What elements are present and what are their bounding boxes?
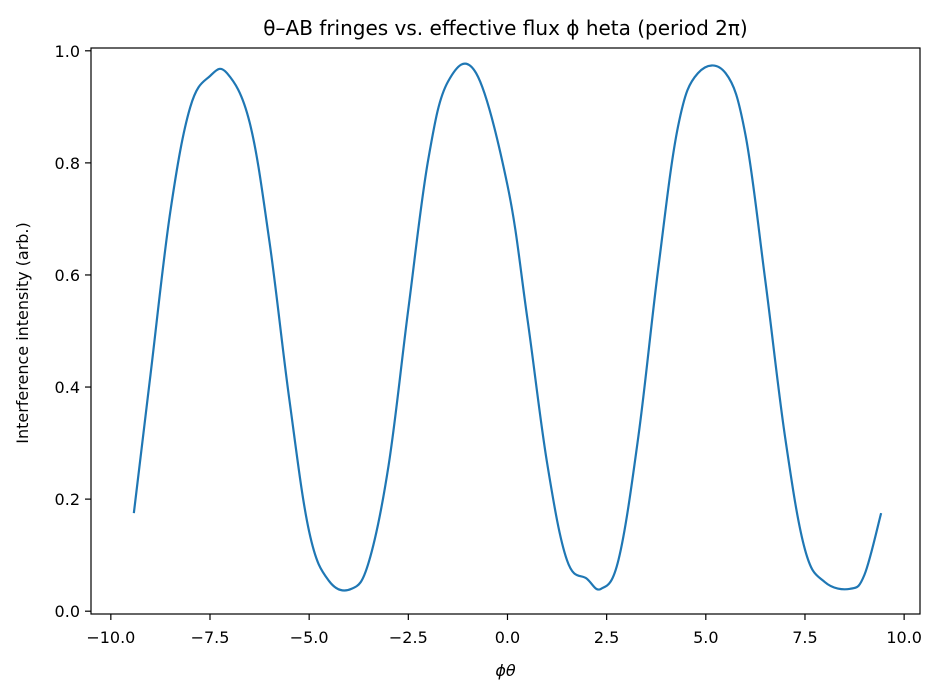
x-tick-label: −10.0 [86, 628, 135, 647]
x-tick-label: 10.0 [886, 628, 922, 647]
x-tick-label: −7.5 [191, 628, 230, 647]
chart-title: θ–AB fringes vs. effective flux ϕ heta (… [263, 16, 747, 40]
y-tick-label: 0.8 [55, 154, 80, 173]
x-tick-label: −5.0 [290, 628, 329, 647]
y-tick-label: 0.2 [55, 490, 80, 509]
y-axis-label: Interference intensity (arb.) [13, 222, 32, 444]
plot-area [91, 48, 920, 614]
x-tick-label: −2.5 [389, 628, 428, 647]
plot-frame [90, 47, 921, 615]
y-tick-label: 0.4 [55, 378, 80, 397]
x-tick-label: 5.0 [693, 628, 718, 647]
series-layer [132, 62, 883, 592]
x-tick-label: 7.5 [792, 628, 817, 647]
y-tick-label: 0.6 [55, 266, 80, 285]
x-tick-label: 0.0 [495, 628, 520, 647]
x-axis-ticks: −10.0 −7.5 −5.0 −2.5 0.0 2.5 5.0 7.5 10.0 [86, 614, 922, 647]
y-tick-label: 0.0 [55, 602, 80, 621]
x-tick-label: 2.5 [594, 628, 619, 647]
y-tick-label: 1.0 [55, 42, 80, 61]
y-axis-ticks: 0.0 0.2 0.4 0.6 0.8 1.0 [55, 42, 91, 621]
x-axis-label: ϕθ [495, 661, 516, 680]
series-line [132, 62, 883, 592]
